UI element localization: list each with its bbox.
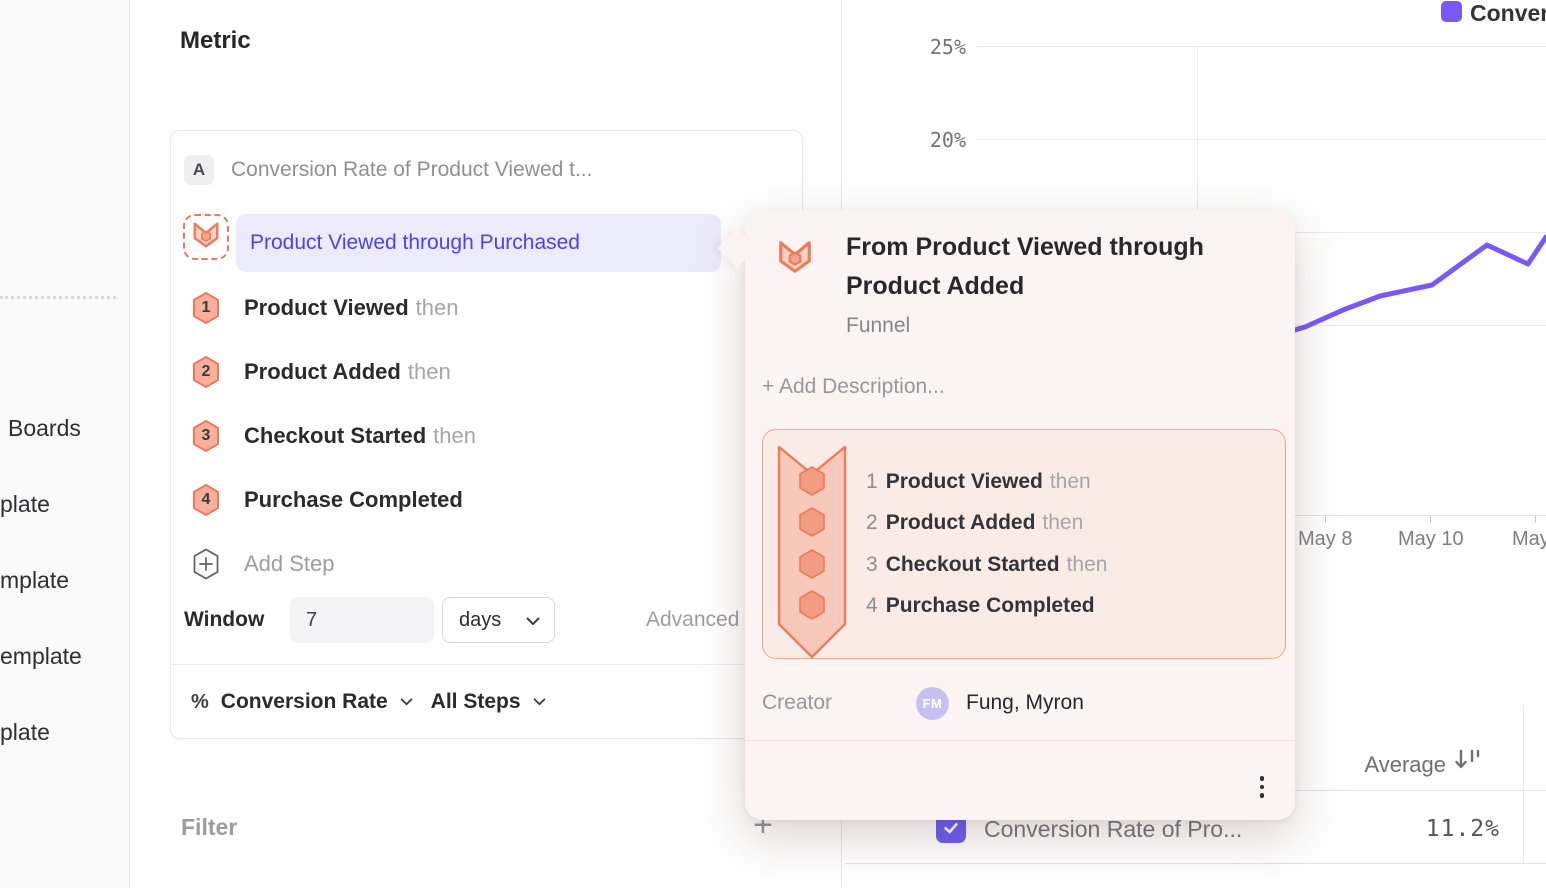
step-1-badge: 1 (191, 291, 221, 325)
chevron-down-icon[interactable] (400, 693, 413, 711)
x-tick-mark (1430, 516, 1431, 523)
step-4-label: Purchase Completed (244, 487, 463, 512)
popover-funnel-card: 1 Product Viewed then 2 Product Added then 3… (762, 429, 1286, 659)
card-divider (171, 664, 802, 665)
window-unit-select[interactable]: days (442, 597, 555, 643)
funnel-name-pill[interactable]: Product Viewed through Purchased (236, 214, 721, 272)
chevron-down-icon (526, 609, 540, 632)
funnel-step-row-2[interactable]: 2 Product Added then (171, 355, 771, 389)
window-label: Window (184, 608, 265, 631)
funnel-step-row-1[interactable]: 1 Product Viewed then (171, 291, 771, 325)
funnel-banner-icon (777, 445, 847, 664)
popover-footer-divider (745, 740, 1295, 741)
sidebar (0, 0, 130, 888)
table-row-border (845, 863, 1546, 864)
x-tick-mark (1535, 516, 1536, 523)
window-row: Window days Advanced (171, 597, 804, 643)
average-column-header[interactable]: Average (1364, 752, 1446, 777)
add-description-link[interactable]: + Add Description... (762, 375, 945, 398)
metric-definition-card: A Conversion Rate of Product Viewed t...… (170, 130, 803, 739)
popover-step-4: 4 Purchase Completed (866, 594, 1095, 617)
step-3-number: 3 (201, 427, 211, 444)
sidebar-item-template-4[interactable]: plate (0, 719, 50, 745)
creator-name: Fung, Myron (966, 691, 1084, 714)
x-axis-label-may8: May 8 (1298, 528, 1353, 550)
gridline-20pct (977, 139, 1546, 140)
step-4-badge: 4 (191, 483, 221, 517)
metric-section-heading: Metric (180, 27, 251, 54)
add-step-button[interactable]: Add Step (171, 547, 771, 581)
popover-title: From Product Viewed through Product Adde… (846, 233, 1204, 300)
avatar: FM (916, 686, 949, 720)
measure-row: % Conversion Rate All Steps (191, 679, 546, 725)
popover-step-1: 1 Product Viewed then (866, 470, 1091, 493)
creator-label: Creator (762, 691, 833, 714)
creator-row: Creator FM Fung, Myron (762, 686, 1084, 720)
y-axis-tick-25: 25% (929, 35, 966, 59)
table-column-divider (1523, 705, 1524, 863)
series-title[interactable]: Conversion Rate of Product Viewed t... (231, 158, 593, 181)
step-1-label: Product Viewed then (244, 295, 459, 320)
popover-type-label: Funnel (846, 314, 911, 337)
sort-descending-icon[interactable] (1452, 746, 1484, 781)
legend-label[interactable]: Conver (1470, 0, 1546, 26)
percent-icon: % (191, 690, 209, 713)
step-4-number: 4 (201, 491, 211, 508)
add-step-icon (191, 547, 221, 581)
measure-dropdown[interactable]: Conversion Rate (220, 690, 388, 713)
filter-section-heading: Filter (181, 814, 238, 840)
advanced-link[interactable]: Advanced (646, 608, 740, 631)
popover-step-2: 2 Product Added then (866, 511, 1084, 534)
x-axis-label-may12: May (1512, 528, 1546, 550)
funnel-icon (776, 238, 814, 281)
sidebar-item-boards[interactable]: Boards (8, 415, 81, 441)
x-tick-mark (1325, 516, 1326, 523)
funnel-step-row-3[interactable]: 3 Checkout Started then (171, 419, 771, 453)
step-2-number: 2 (201, 363, 211, 380)
x-axis-label-may10: May 10 (1398, 528, 1464, 550)
sidebar-item-template-3[interactable]: emplate (0, 643, 82, 669)
sidebar-item-template-2[interactable]: mplate (0, 567, 70, 593)
step-3-badge: 3 (191, 419, 221, 453)
funnel-icon (191, 220, 221, 255)
step-2-label: Product Added then (244, 359, 451, 384)
kebab-menu-icon[interactable] (1247, 770, 1277, 804)
funnel-step-row-4[interactable]: 4 Purchase Completed (171, 483, 771, 517)
funnel-details-popover: From Product Viewed through Product Adde… (745, 210, 1295, 820)
step-2-badge: 2 (191, 355, 221, 389)
chevron-down-icon[interactable] (533, 693, 546, 711)
steps-scope-dropdown[interactable]: All Steps (430, 690, 521, 713)
y-axis-tick-20: 20% (929, 128, 966, 152)
sidebar-item-template-1[interactable]: plate (0, 491, 50, 517)
table-row-average-value: 11.2% (1425, 816, 1500, 842)
table-row-label[interactable]: Conversion Rate of Pro... (984, 816, 1243, 842)
series-a-badge: A (184, 155, 214, 185)
window-value-input[interactable] (290, 597, 434, 643)
check-icon (944, 823, 958, 834)
step-1-number: 1 (201, 299, 211, 316)
gridline-25pct (977, 46, 1546, 47)
funnel-icon-box[interactable] (183, 214, 229, 260)
legend-swatch (1441, 1, 1462, 22)
add-step-label: Add Step (244, 551, 335, 576)
sidebar-divider (0, 296, 116, 299)
step-3-label: Checkout Started then (244, 423, 476, 448)
popover-step-3: 3 Checkout Started then (866, 553, 1108, 576)
